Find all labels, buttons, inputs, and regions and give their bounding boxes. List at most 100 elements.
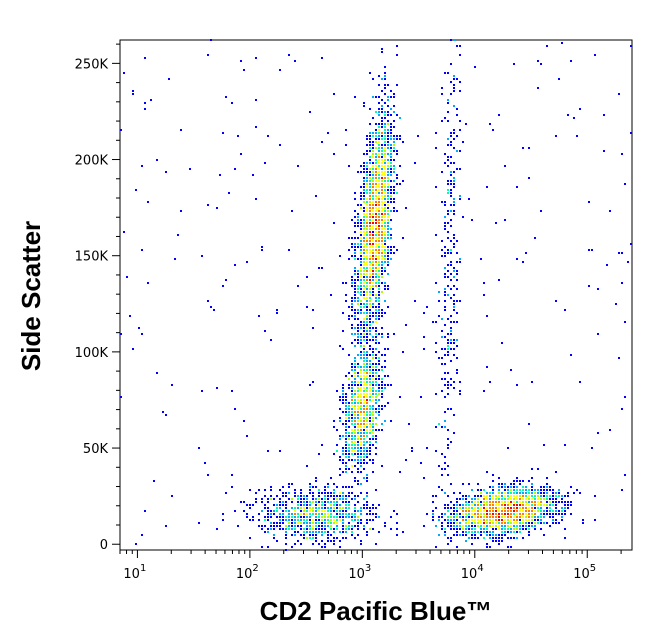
event-dot	[372, 339, 374, 341]
event-dot	[381, 192, 383, 194]
event-dot	[258, 525, 260, 527]
event-dot	[366, 270, 368, 272]
event-dot	[381, 171, 383, 173]
event-dot	[390, 252, 392, 254]
event-dot	[345, 414, 347, 416]
event-dot	[390, 168, 392, 170]
event-dot	[312, 327, 314, 329]
event-dot	[507, 522, 509, 524]
event-dot	[354, 318, 356, 320]
event-dot	[369, 444, 371, 446]
event-dot	[387, 99, 389, 101]
event-dot	[303, 534, 305, 536]
event-dot	[375, 285, 377, 287]
event-dot	[363, 222, 365, 224]
event-dot	[366, 237, 368, 239]
event-dot	[381, 381, 383, 383]
event-dot	[360, 228, 362, 230]
event-dot	[393, 333, 395, 335]
event-dot	[342, 510, 344, 512]
event-dot	[384, 84, 386, 86]
event-dot	[315, 498, 317, 500]
event-dot	[306, 465, 308, 467]
event-dot	[570, 60, 572, 62]
event-dot	[351, 384, 353, 386]
event-dot	[489, 537, 491, 539]
event-dot	[546, 495, 548, 497]
event-dot	[381, 213, 383, 215]
event-dot	[366, 423, 368, 425]
event-dot	[501, 504, 503, 506]
event-dot	[363, 450, 365, 452]
event-dot	[357, 258, 359, 260]
event-dot	[366, 441, 368, 443]
event-dot	[510, 486, 512, 488]
event-dot	[486, 516, 488, 518]
event-dot	[270, 528, 272, 530]
event-dot	[366, 189, 368, 191]
event-dot	[384, 246, 386, 248]
event-dot	[492, 531, 494, 533]
event-dot	[510, 519, 512, 521]
event-dot	[303, 531, 305, 533]
event-dot	[291, 519, 293, 521]
event-dot	[360, 264, 362, 266]
event-dot	[453, 147, 455, 149]
event-dot	[291, 528, 293, 530]
event-dot	[465, 513, 467, 515]
event-dot	[339, 345, 341, 347]
event-dot	[513, 492, 515, 494]
event-dot	[390, 123, 392, 125]
event-dot	[372, 141, 374, 143]
event-dot	[360, 357, 362, 359]
event-dot	[360, 507, 362, 509]
event-dot	[354, 537, 356, 539]
event-dot	[381, 384, 383, 386]
event-dot	[390, 174, 392, 176]
event-dot	[315, 534, 317, 536]
event-dot	[480, 507, 482, 509]
event-dot	[354, 315, 356, 317]
event-dot	[504, 498, 506, 500]
event-dot	[366, 201, 368, 203]
event-dot	[528, 504, 530, 506]
event-dot	[525, 501, 527, 503]
event-dot	[483, 504, 485, 506]
event-dot	[276, 540, 278, 542]
event-dot	[501, 486, 503, 488]
event-dot	[498, 510, 500, 512]
event-dot	[360, 225, 362, 227]
event-dot	[285, 537, 287, 539]
event-dot	[489, 519, 491, 521]
event-dot	[540, 486, 542, 488]
event-dot	[444, 468, 446, 470]
event-dot	[387, 114, 389, 116]
event-dot	[513, 63, 515, 65]
event-dot	[378, 309, 380, 311]
event-dot	[498, 522, 500, 524]
event-dot	[291, 525, 293, 527]
event-dot	[531, 510, 533, 512]
event-dot	[384, 258, 386, 260]
event-dot	[435, 351, 437, 353]
event-dot	[453, 522, 455, 524]
event-dot	[354, 258, 356, 260]
event-dot	[561, 516, 563, 518]
event-dot	[396, 210, 398, 212]
event-dot	[405, 207, 407, 209]
event-dot	[378, 111, 380, 113]
event-dot	[444, 348, 446, 350]
event-dot	[438, 516, 440, 518]
event-dot	[276, 495, 278, 497]
event-dot	[621, 489, 623, 491]
event-dot	[360, 237, 362, 239]
event-dot	[369, 261, 371, 263]
event-dot	[558, 495, 560, 497]
event-dot	[297, 519, 299, 521]
event-dot	[372, 426, 374, 428]
event-dot	[312, 537, 314, 539]
event-dot	[384, 243, 386, 245]
event-dot	[366, 213, 368, 215]
event-dot	[204, 462, 206, 464]
event-dot	[366, 324, 368, 326]
